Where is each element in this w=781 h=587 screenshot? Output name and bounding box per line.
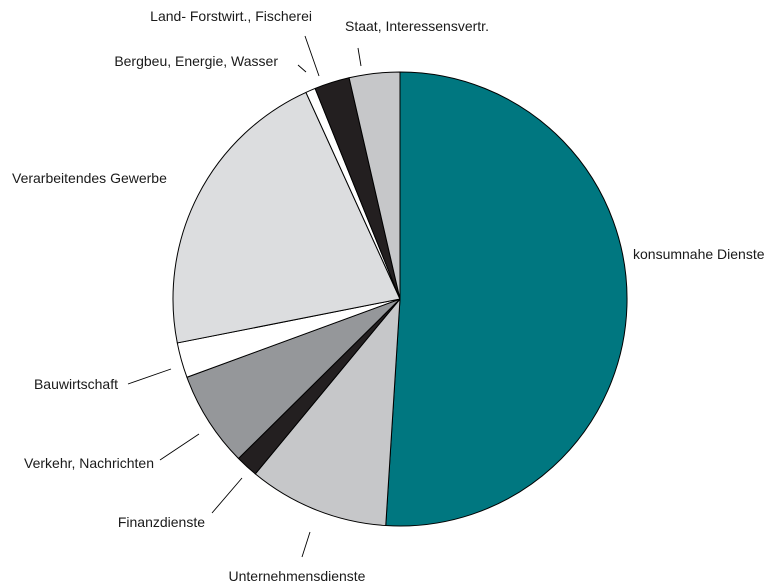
leader-line-bauwirtschaft [128, 369, 171, 384]
slice-label-konsumnahe-dienste: konsumnahe Dienste [633, 246, 765, 262]
slice-label-land-forstwirt-fischerei: Land- Forstwirt., Fischerei [150, 8, 312, 24]
leader-line-verkehr-nachrichten [160, 434, 199, 460]
slice-label-bauwirtschaft: Bauwirtschaft [34, 376, 118, 392]
slice-label-verkehr-nachrichten: Verkehr, Nachrichten [24, 455, 154, 471]
pie-slices [173, 72, 627, 526]
leader-line-bergbeu-energie-wasser [298, 65, 306, 72]
leader-line-unternehmensdienste [302, 532, 310, 557]
slice-label-staat-interessensvertr: Staat, Interessensvertr. [345, 18, 489, 34]
pie-slice-konsumnahe-dienste [386, 72, 627, 526]
leader-line-staat-interessensvertr [358, 48, 361, 66]
slice-label-bergbeu-energie-wasser: Bergbeu, Energie, Wasser [114, 53, 278, 69]
leader-line-finanzdienste [212, 478, 242, 513]
slice-label-verarbeitendes-gewerbe: Verarbeitendes Gewerbe [12, 170, 167, 186]
slice-label-unternehmensdienste: Unternehmensdienste [229, 568, 366, 584]
leader-line-land-forstwirt-fischerei [305, 36, 319, 76]
slice-label-finanzdienste: Finanzdienste [118, 514, 205, 530]
